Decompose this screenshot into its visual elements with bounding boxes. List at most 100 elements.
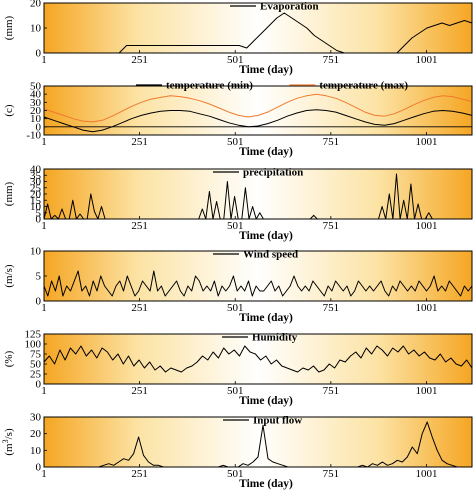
y-tick-label: -10 (26, 130, 41, 142)
y-axis-label: (mm) (3, 181, 15, 206)
y-tick-label: 30 (30, 97, 42, 109)
x-tick-label: 751 (323, 385, 340, 397)
y-tick-label: 0 (36, 379, 42, 391)
legend-label: temperature (min) (166, 80, 253, 92)
x-tick-label: 251 (131, 136, 148, 148)
y-tick-label: 125 (25, 329, 42, 341)
legend-label: Wind speed (243, 249, 298, 261)
x-tick-label: 1 (41, 136, 47, 148)
x-tick-label: 751 (323, 302, 340, 314)
y-tick-label: 20 (30, 189, 42, 201)
y-tick-label: 10 (30, 113, 42, 125)
x-tick-label: 501 (227, 468, 244, 480)
y-tick-label: 10 (30, 201, 42, 213)
x-tick-label: 251 (131, 54, 148, 66)
y-tick-label: 20 (30, 105, 42, 117)
x-tick-label: 1001 (415, 136, 437, 148)
y-axis-label: (m/s) (3, 264, 15, 288)
y-tick-label: 0 (36, 121, 42, 133)
y-tick-label: 10 (30, 23, 42, 35)
x-tick-label: 1001 (415, 302, 437, 314)
plot-frame (43, 333, 473, 385)
y-axis-label: (%) (3, 350, 15, 367)
y-tick-label: 0 (36, 48, 42, 60)
x-axis-label: Time (day) (239, 478, 293, 490)
y-tick-label: 50 (30, 359, 42, 371)
series-line-humidity (43, 345, 473, 373)
series-line-input-flow (44, 421, 472, 468)
legend-label: Evaporation (260, 1, 319, 13)
y-tick-label: 50 (30, 81, 42, 93)
plot-background (44, 251, 472, 301)
series-line-wind-speed (43, 270, 473, 297)
x-tick-label: 1001 (415, 385, 437, 397)
x-axis-label: Time (day) (239, 64, 293, 76)
y-tick-label: 35 (30, 170, 42, 182)
x-tick-label: 251 (131, 385, 148, 397)
y-tick-label: 30 (30, 412, 42, 424)
y-tick-label: 75 (30, 349, 42, 361)
x-tick-label: 751 (323, 468, 340, 480)
y-tick-label: 40 (30, 89, 42, 101)
panel-6: 0 10 20 30 1 251 501 751 1001 Time (day) (m3/s) Inp… (1, 412, 473, 490)
y-tick-label: 0 (36, 462, 42, 474)
x-tick-label: 501 (227, 220, 244, 232)
x-tick-label: 751 (323, 54, 340, 66)
plot-background (44, 334, 472, 384)
legend-label: precipitation (243, 167, 303, 179)
x-axis-label: Time (day) (239, 146, 293, 158)
x-tick-label: 1 (41, 302, 47, 314)
x-tick-label: 501 (227, 54, 244, 66)
y-tick-label: 25 (30, 369, 42, 381)
legend-label: temperature (max) (319, 80, 408, 92)
x-tick-label: 501 (227, 136, 244, 148)
x-tick-label: 1 (41, 468, 47, 480)
y-tick-label: 100 (25, 339, 42, 351)
y-axis-label: (mm) (3, 15, 15, 40)
y-tick-label: 10 (30, 246, 42, 258)
x-tick-label: 501 (227, 385, 244, 397)
x-tick-label: 501 (227, 302, 244, 314)
x-axis-label: Time (day) (239, 312, 293, 324)
x-tick-label: 1001 (415, 468, 437, 480)
plot-frame (43, 416, 473, 468)
x-tick-label: 1 (41, 385, 47, 397)
y-tick-label: 5 (36, 271, 42, 283)
plot-background (44, 3, 472, 53)
y-axis-label: (m3/s) (1, 428, 16, 456)
y-tick-label: 25 (30, 182, 42, 194)
plot-background (44, 169, 472, 219)
x-tick-label: 251 (131, 468, 148, 480)
plot-background (44, 417, 472, 467)
x-tick-label: 251 (131, 220, 148, 232)
y-tick-label: 20 (30, 428, 42, 440)
x-tick-label: 251 (131, 302, 148, 314)
y-tick-label: 10 (30, 445, 42, 457)
x-axis-label: Time (day) (239, 230, 293, 242)
x-tick-label: 751 (323, 136, 340, 148)
legend-label: Humidity (252, 332, 298, 344)
x-tick-label: 1001 (415, 220, 437, 232)
y-tick-label: 30 (30, 176, 42, 188)
legend-label: Input flow (253, 415, 302, 427)
x-axis-label: Time (day) (239, 395, 293, 407)
panel-1: 0 10 20 1 251 501 751 1001 Time (day) (mm) Evapora… (3, 0, 473, 76)
x-tick-label: 1001 (415, 54, 437, 66)
y-axis-label: (c) (3, 104, 15, 117)
y-tick-label: 15 (30, 195, 42, 207)
panel-4: 0 5 10 1 251 501 751 1001 Time (day) (m/s) Wind sp… (3, 246, 473, 324)
y-tick-label: 40 (30, 164, 42, 176)
y-tick-label: 20 (30, 0, 42, 10)
y-tick-label: 0 (36, 296, 42, 308)
series-line-temperature-max- (43, 93, 473, 123)
y-tick-label: 0 (36, 214, 42, 226)
series-line-temperature-min- (43, 109, 473, 133)
y-tick-label: 5 (36, 207, 42, 219)
x-tick-label: 1 (41, 220, 47, 232)
x-tick-label: 1 (41, 54, 47, 66)
